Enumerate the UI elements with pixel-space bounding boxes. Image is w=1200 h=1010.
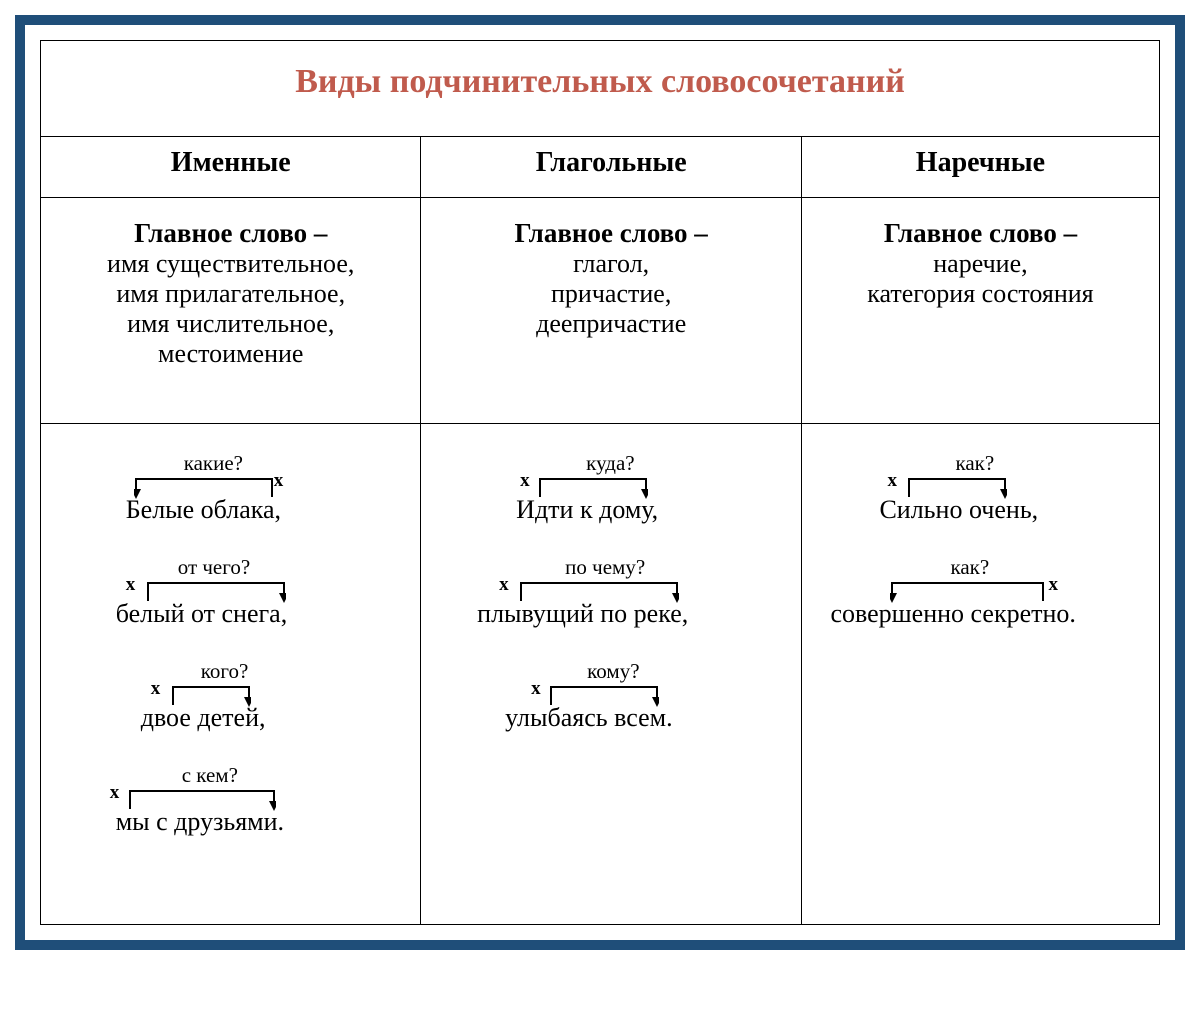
x-marker: х [887, 470, 897, 492]
phrase-text: совершенно секретно. [830, 599, 1075, 629]
examples-row: какие?х Белые облака,от чего?х белый от … [41, 424, 1160, 925]
desc-line: имя существительное, [107, 249, 354, 278]
x-marker: х [110, 782, 120, 804]
desc-lead-0: Главное слово – [134, 218, 327, 248]
desc-line: имя числительное, [127, 309, 334, 338]
examples-cell-2: как?х Сильно очень,как?х совершенно секр… [801, 424, 1159, 925]
page-title: Виды подчинительных словосочетаний [295, 63, 905, 100]
examples-cell-1: куда?х Идти к дому,по чему?х плывущий по… [421, 424, 801, 925]
phrase-text: Идти к дому, [516, 495, 658, 525]
desc-line: местоимение [158, 339, 303, 368]
question-label: кого? [201, 659, 249, 684]
outer-frame: Виды подчинительных словосочетаний Именн… [15, 15, 1185, 950]
question-label: куда? [586, 451, 634, 476]
x-marker: х [531, 678, 541, 700]
phrase-text: Белые облака, [126, 495, 281, 525]
desc-line: категория состояния [867, 279, 1093, 308]
desc-lead-2: Главное слово – [884, 218, 1077, 248]
desc-cell-1: Главное слово – глагол, причастие, деепр… [421, 197, 801, 423]
question-label: по чему? [565, 555, 645, 580]
phrase-text: улыбаясь всем. [505, 703, 672, 733]
question-label: кому? [587, 659, 639, 684]
desc-line: деепричастие [536, 309, 686, 338]
desc-lead-1: Главное слово – [515, 218, 708, 248]
col-header-0: Именные [41, 136, 421, 197]
x-marker: х [126, 574, 136, 596]
phrase-text: двое детей, [141, 703, 266, 733]
example-item: с кем?х мы с друзьями. [106, 773, 356, 837]
example-item: как?х совершенно секретно. [830, 565, 1130, 629]
x-marker: х [520, 470, 530, 492]
phrase-text: белый от снега, [116, 599, 288, 629]
desc-line: глагол, [573, 249, 649, 278]
col-header-2: Наречные [801, 136, 1159, 197]
desc-line: наречие, [933, 249, 1027, 278]
example-item: кого?х двое детей, [121, 669, 341, 733]
question-label: от чего? [178, 555, 250, 580]
example-item: куда?х Идти к дому, [496, 461, 726, 525]
x-marker: х [1048, 574, 1058, 596]
desc-cell-2: Главное слово – наречие, категория состо… [801, 197, 1159, 423]
desc-line: имя прилагательное, [116, 279, 345, 308]
example-item: по чему?х плывущий по реке, [471, 565, 751, 629]
question-label: как? [950, 555, 989, 580]
main-table: Виды подчинительных словосочетаний Именн… [40, 40, 1160, 925]
x-marker: х [151, 678, 161, 700]
phrase-text: мы с друзьями. [116, 807, 284, 837]
x-marker: х [499, 574, 509, 596]
desc-line: причастие, [551, 279, 671, 308]
example-item: от чего?х белый от снега, [106, 565, 356, 629]
question-label: с кем? [182, 763, 238, 788]
phrase-text: Сильно очень, [879, 495, 1038, 525]
phrase-text: плывущий по реке, [477, 599, 688, 629]
examples-cell-0: какие?х Белые облака,от чего?х белый от … [41, 424, 421, 925]
desc-row: Главное слово – имя существительное, имя… [41, 197, 1160, 423]
desc-cell-0: Главное слово – имя существительное, имя… [41, 197, 421, 423]
example-item: какие?х Белые облака, [116, 461, 346, 525]
question-label: какие? [184, 451, 243, 476]
col-header-1: Глагольные [421, 136, 801, 197]
example-item: кому?х улыбаясь всем. [491, 669, 731, 733]
title-cell: Виды подчинительных словосочетаний [41, 41, 1160, 137]
example-item: как?х Сильно очень, [865, 461, 1095, 525]
question-label: как? [955, 451, 994, 476]
